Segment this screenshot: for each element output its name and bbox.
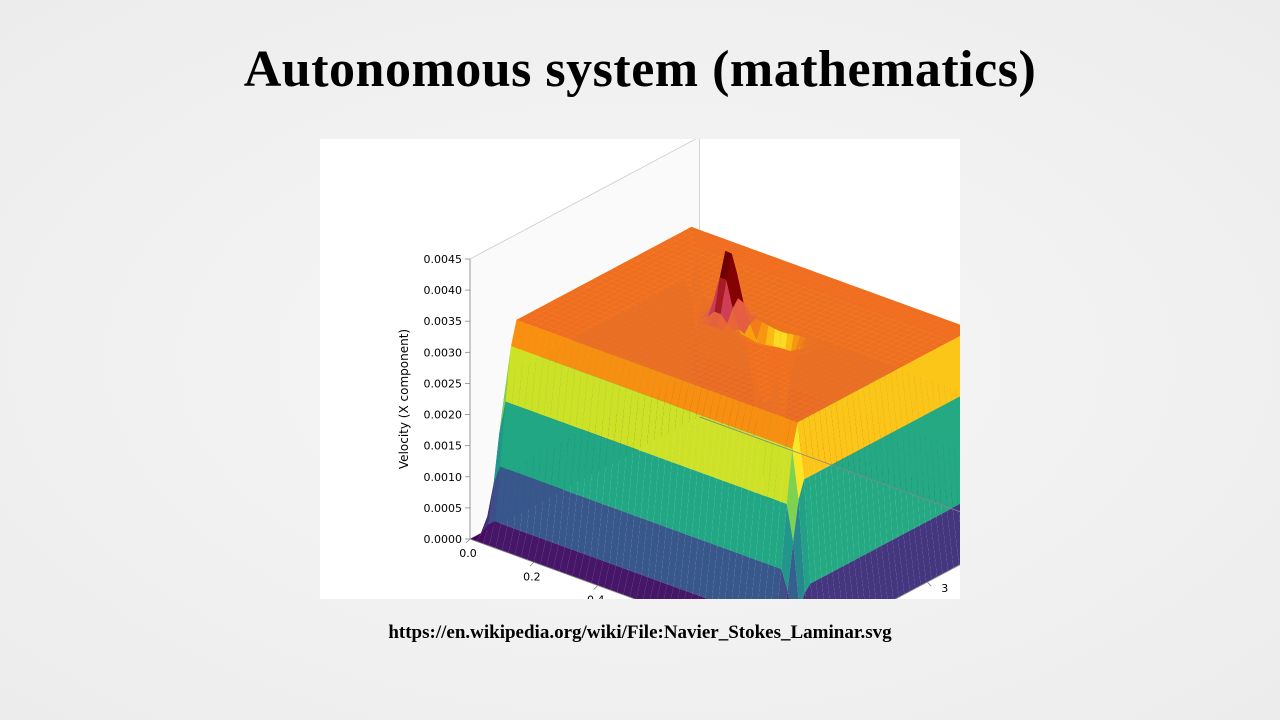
svg-text:0.0015: 0.0015 xyxy=(424,440,463,453)
svg-text:0.0020: 0.0020 xyxy=(424,409,463,422)
page-title: Autonomous system (mathematics) xyxy=(80,40,1200,99)
svg-text:0.0035: 0.0035 xyxy=(424,315,463,328)
svg-text:3: 3 xyxy=(941,582,948,595)
svg-text:0.4: 0.4 xyxy=(587,594,605,599)
svg-text:0.0040: 0.0040 xyxy=(424,284,463,297)
svg-text:0.2: 0.2 xyxy=(523,570,541,583)
svg-text:0.0000: 0.0000 xyxy=(424,533,463,546)
image-caption: https://en.wikipedia.org/wiki/File:Navie… xyxy=(80,622,1200,644)
svg-text:0.0045: 0.0045 xyxy=(424,253,463,266)
svg-text:0.0: 0.0 xyxy=(459,547,477,560)
svg-text:Velocity (X component): Velocity (X component) xyxy=(397,329,411,469)
svg-text:0.0010: 0.0010 xyxy=(424,471,463,484)
svg-text:0.0005: 0.0005 xyxy=(424,502,463,515)
svg-text:0.0025: 0.0025 xyxy=(424,377,463,390)
surface-chart: 0.00000.00050.00100.00150.00200.00250.00… xyxy=(320,139,960,599)
svg-text:0.0030: 0.0030 xyxy=(424,346,463,359)
